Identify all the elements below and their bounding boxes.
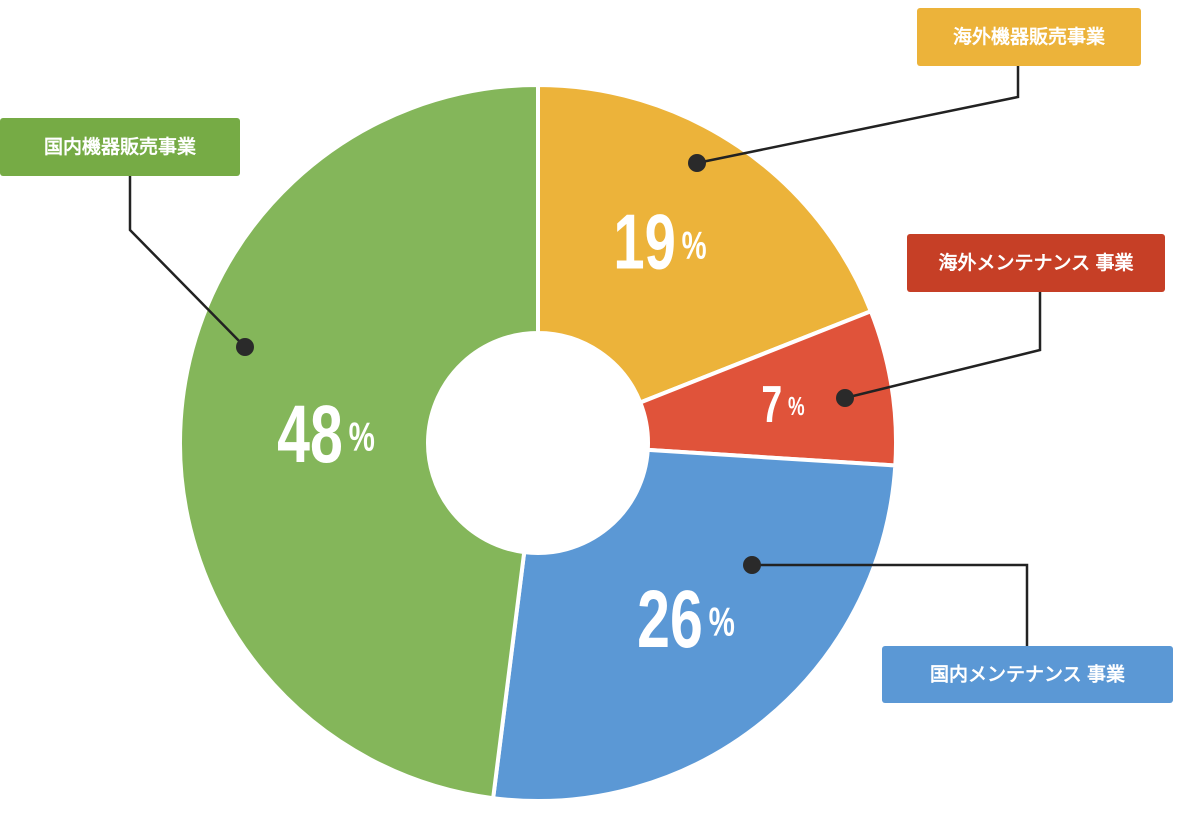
leader-line bbox=[696, 66, 1020, 165]
leader-dot bbox=[743, 556, 761, 574]
leader-line bbox=[844, 292, 1042, 400]
value-number: 26 bbox=[637, 573, 703, 665]
leader-line bbox=[752, 563, 1029, 646]
label-box bbox=[882, 646, 1173, 703]
value-unit: % bbox=[682, 224, 707, 268]
value-number: 48 bbox=[277, 388, 343, 480]
leader-dot bbox=[688, 154, 706, 172]
donut-slice bbox=[490, 447, 898, 803]
value-number: 7 bbox=[761, 375, 782, 434]
value-unit: % bbox=[349, 414, 375, 460]
value-label: 48% bbox=[277, 388, 375, 480]
donut-slice bbox=[536, 82, 874, 406]
value-number: 19 bbox=[613, 199, 675, 286]
donut-slice bbox=[178, 82, 540, 801]
label-box bbox=[0, 118, 240, 176]
category-label: 海外機器販売事業 bbox=[953, 25, 1106, 48]
category-label: 海外メンテナンス 事業 bbox=[939, 251, 1135, 274]
value-unit: % bbox=[788, 391, 805, 421]
category-label: 国内メンテナンス 事業 bbox=[930, 663, 1126, 686]
value-label: 19% bbox=[613, 199, 706, 286]
leader-line bbox=[128, 176, 246, 348]
leader-dot bbox=[236, 338, 254, 356]
value-label: 7% bbox=[761, 375, 804, 434]
value-unit: % bbox=[709, 599, 735, 645]
label-box bbox=[917, 8, 1141, 66]
label-box bbox=[907, 234, 1165, 292]
value-label: 26% bbox=[637, 573, 735, 665]
category-label: 国内機器販売事業 bbox=[44, 135, 197, 158]
leader-dot bbox=[836, 389, 854, 407]
